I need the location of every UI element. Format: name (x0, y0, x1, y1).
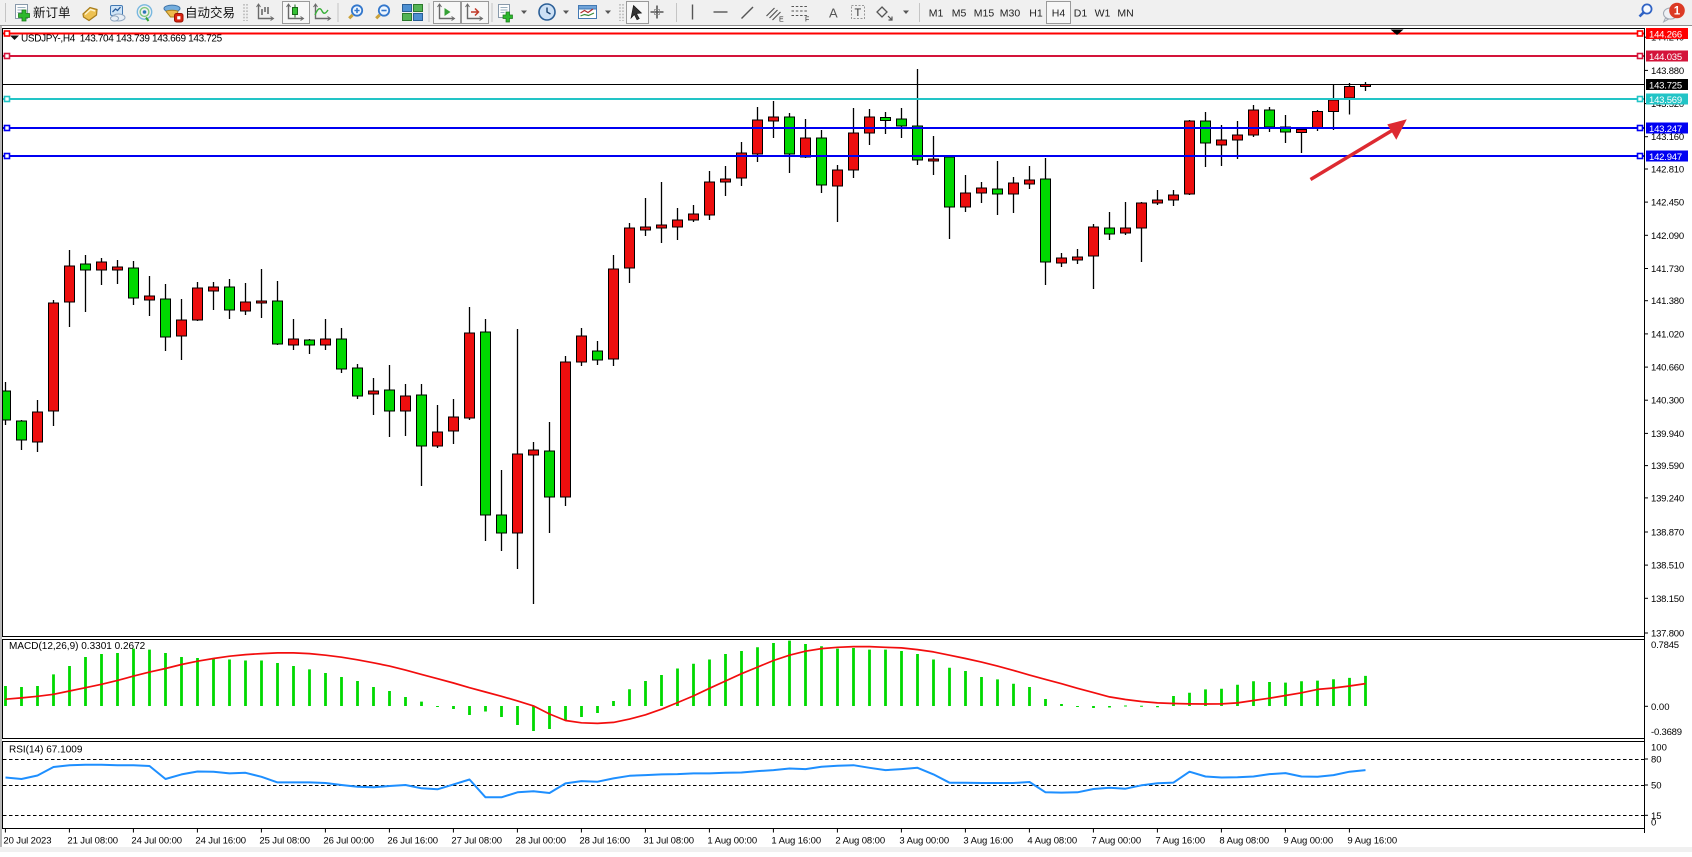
svg-text:24 Jul 00:00: 24 Jul 00:00 (131, 836, 182, 847)
svg-text:143.247: 143.247 (1649, 124, 1682, 135)
svg-text:1: 1 (1674, 6, 1681, 18)
svg-text:H1: H1 (1029, 8, 1043, 20)
svg-text:F: F (805, 17, 809, 24)
svg-text:M30: M30 (1000, 8, 1021, 20)
svg-text:141.380: 141.380 (1651, 296, 1684, 307)
svg-text:50: 50 (1651, 781, 1662, 792)
svg-text:138.870: 138.870 (1651, 528, 1684, 539)
svg-text:141.730: 141.730 (1651, 264, 1684, 275)
svg-text:80: 80 (1651, 755, 1662, 766)
svg-text:9 Aug 16:00: 9 Aug 16:00 (1347, 836, 1397, 847)
svg-text:143.160: 143.160 (1651, 132, 1684, 143)
svg-text:139.240: 139.240 (1651, 493, 1684, 504)
svg-text:MACD(12,26,9) 0.3301 0.2672: MACD(12,26,9) 0.3301 0.2672 (9, 641, 146, 652)
svg-text:143.569: 143.569 (1649, 95, 1682, 106)
svg-text:7 Aug 00:00: 7 Aug 00:00 (1091, 836, 1141, 847)
svg-text:1 Aug 00:00: 1 Aug 00:00 (707, 836, 757, 847)
svg-text:100: 100 (1651, 743, 1667, 754)
svg-text:27 Jul 08:00: 27 Jul 08:00 (451, 836, 502, 847)
svg-text:4 Aug 08:00: 4 Aug 08:00 (1027, 836, 1077, 847)
svg-text:0: 0 (1651, 817, 1656, 828)
svg-text:M5: M5 (952, 8, 967, 20)
svg-text:1 Aug 16:00: 1 Aug 16:00 (771, 836, 821, 847)
svg-text:2 Aug 08:00: 2 Aug 08:00 (835, 836, 885, 847)
svg-text:138.150: 138.150 (1651, 594, 1684, 605)
svg-text:142.810: 142.810 (1651, 165, 1684, 176)
svg-text:142.450: 142.450 (1651, 198, 1684, 209)
svg-text:0.00: 0.00 (1651, 702, 1670, 713)
svg-text:9 Aug 00:00: 9 Aug 00:00 (1283, 836, 1333, 847)
svg-text:144.035: 144.035 (1649, 52, 1682, 63)
svg-text:新订单: 新订单 (33, 5, 71, 20)
svg-text:143.520: 143.520 (1651, 99, 1684, 110)
svg-text:T: T (855, 7, 862, 19)
svg-text:28 Jul 00:00: 28 Jul 00:00 (515, 836, 566, 847)
svg-text:143.880: 143.880 (1651, 66, 1684, 77)
svg-text:M15: M15 (974, 8, 995, 20)
svg-text:RSI(14) 67.1009: RSI(14) 67.1009 (9, 745, 83, 756)
svg-text:142.947: 142.947 (1649, 152, 1682, 163)
svg-text:3 Aug 00:00: 3 Aug 00:00 (899, 836, 949, 847)
svg-text:139.590: 139.590 (1651, 461, 1684, 472)
svg-text:21 Jul 08:00: 21 Jul 08:00 (67, 836, 118, 847)
svg-text:E: E (779, 17, 784, 24)
svg-text:137.800: 137.800 (1651, 629, 1684, 640)
svg-text:28 Jul 16:00: 28 Jul 16:00 (579, 836, 630, 847)
svg-text:26 Jul 16:00: 26 Jul 16:00 (387, 836, 438, 847)
svg-text:143.725: 143.725 (1649, 80, 1682, 91)
svg-text:8 Aug 08:00: 8 Aug 08:00 (1219, 836, 1269, 847)
svg-text:142.090: 142.090 (1651, 231, 1684, 242)
svg-text:W1: W1 (1095, 8, 1111, 20)
svg-text:自动交易: 自动交易 (185, 5, 235, 20)
svg-text:139.940: 139.940 (1651, 429, 1684, 440)
svg-text:138.510: 138.510 (1651, 561, 1684, 572)
svg-text:M1: M1 (929, 8, 944, 20)
svg-text:144.266: 144.266 (1649, 29, 1682, 40)
svg-text:A: A (829, 6, 838, 21)
svg-text:15: 15 (1651, 811, 1662, 822)
svg-text:24 Jul 16:00: 24 Jul 16:00 (195, 836, 246, 847)
svg-text:7 Aug 16:00: 7 Aug 16:00 (1155, 836, 1205, 847)
svg-text:140.300: 140.300 (1651, 396, 1684, 407)
svg-text:USDJPY-,H4 143.704 143.739 14: USDJPY-,H4 143.704 143.739 143.669 143.7… (21, 34, 223, 45)
svg-text:D1: D1 (1074, 8, 1088, 20)
svg-text:141.020: 141.020 (1651, 329, 1684, 340)
svg-text:31 Jul 08:00: 31 Jul 08:00 (643, 836, 694, 847)
svg-text:3 Aug 16:00: 3 Aug 16:00 (963, 836, 1013, 847)
svg-text:MN: MN (1117, 8, 1133, 20)
svg-text:26 Jul 00:00: 26 Jul 00:00 (323, 836, 374, 847)
svg-text:20 Jul 2023: 20 Jul 2023 (3, 836, 51, 847)
svg-text:-0.3689: -0.3689 (1651, 727, 1682, 738)
svg-text:0.7845: 0.7845 (1651, 640, 1679, 651)
svg-text:H4: H4 (1052, 8, 1066, 20)
svg-text:140.660: 140.660 (1651, 363, 1684, 374)
svg-text:25 Jul 08:00: 25 Jul 08:00 (259, 836, 310, 847)
